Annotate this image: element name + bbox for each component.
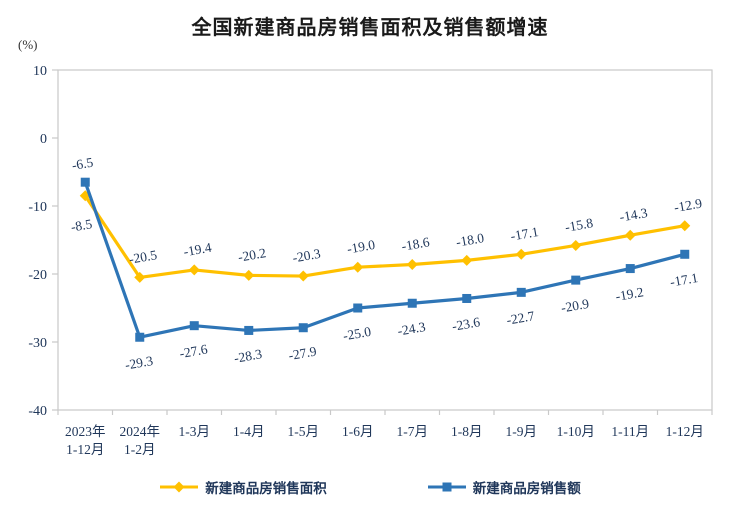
plot-border [57,69,713,411]
data-point-marker [461,254,473,266]
legend-item-sales-value: 新建商品房销售额 [427,477,581,497]
data-label: -12.9 [673,195,704,215]
y-axis-tick-label: -40 [28,404,47,419]
x-category-label: 1-8月 [451,424,483,439]
data-point-marker [298,323,308,333]
data-point-marker [679,220,691,232]
data-point-marker [243,269,255,281]
data-label: -23.6 [451,314,482,334]
data-label: -17.1 [509,224,539,244]
data-label: -20.5 [128,247,159,267]
x-category-label: 1-6月 [342,424,374,439]
data-label: -6.5 [71,154,95,173]
y-axis-tick-label: 10 [33,64,47,79]
data-point-marker [571,275,581,285]
data-point-marker [135,332,145,342]
data-point-marker [624,229,636,241]
data-label: -17.1 [669,270,699,290]
chart-title: 全国新建商品房销售面积及销售额增速 [191,17,549,39]
x-category-label: 1-4月 [233,424,265,439]
legend-marker-sales-area-icon [160,481,199,493]
series-line-0 [83,194,686,279]
data-point-marker [188,264,200,276]
x-category-label: 2023年 1-12月 [65,424,106,457]
y-axis-tick-label: -10 [28,200,47,215]
data-point-marker [516,287,526,297]
data-point-marker [189,321,199,331]
data-point-marker [680,249,690,259]
data-point-marker [570,239,582,251]
data-point-marker [80,177,90,187]
data-label: -19.4 [182,240,213,260]
data-label: -25.0 [342,324,373,344]
data-label: -20.2 [237,245,267,265]
data-label: -29.3 [124,353,155,373]
data-label: -27.6 [178,341,209,361]
legend-item-sales-area: 新建商品房销售面积 [159,477,327,497]
legend-label-sales-value: 新建商品房销售额 [472,481,581,496]
x-category-label: 2024年 1-2月 [120,424,161,457]
data-point-marker [352,261,364,273]
data-label: -15.8 [564,215,595,235]
y-axis-tick-label: -30 [28,336,47,351]
data-label: -24.3 [396,319,427,339]
data-label: -22.7 [505,308,536,328]
data-point-marker [297,270,309,282]
data-label: -18.0 [455,230,486,250]
data-point-marker [353,303,363,313]
x-category-label: 1-12月 [666,424,704,439]
data-point-marker [407,298,417,308]
legend-label-sales-area: 新建商品房销售面积 [205,481,327,496]
y-axis-tick-label: -20 [28,268,47,283]
data-label: -19.2 [614,284,644,304]
data-label: -18.6 [400,234,431,254]
legend-marker-sales-value-icon [427,482,466,492]
x-category-label: 1-10月 [557,424,595,439]
data-point-marker [515,248,527,260]
data-point-marker [244,325,254,335]
data-point-marker [462,293,472,303]
data-point-marker [406,258,418,270]
y-axis-unit-label: (%) [18,37,38,52]
data-label: -14.3 [618,205,649,225]
x-category-label: 1-11月 [611,424,649,439]
data-point-marker [134,271,146,283]
x-category-label: 1-5月 [288,424,320,439]
data-label: -19.0 [346,237,377,257]
data-label: -20.9 [560,296,591,316]
x-category-label: 1-7月 [397,424,429,439]
data-point-marker [625,264,635,274]
x-category-label: 1-9月 [506,424,538,439]
series-line-1 [83,181,686,339]
y-axis-tick-label: 0 [40,132,47,147]
x-category-label: 1-3月 [179,424,211,439]
data-label: -20.3 [291,246,322,266]
data-label: -27.9 [287,343,318,363]
data-label: -8.5 [70,216,94,235]
data-label: -28.3 [233,346,264,366]
legend: 新建商品房销售面积 新建商品房销售额 [0,477,740,497]
